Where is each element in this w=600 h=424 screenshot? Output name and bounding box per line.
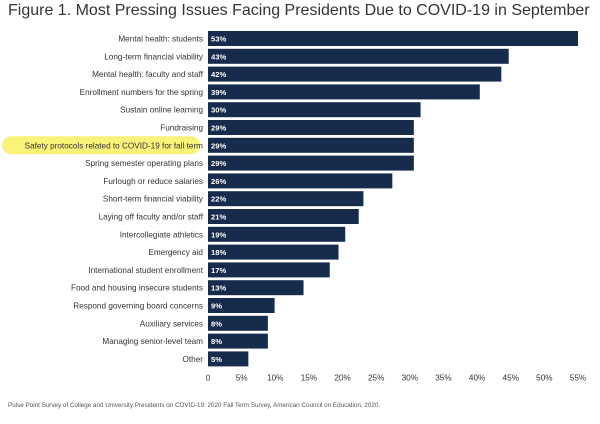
x-tick-label: 50% [536,373,552,382]
bar [208,315,268,331]
bar [208,333,268,349]
category-label: Laying off faculty and/or staff [99,213,204,222]
data-label: 29% [211,124,226,133]
category-label: Auxiliary services [140,319,203,328]
bar [208,209,359,224]
category-label: Enrollment numbers for the spring [80,88,204,97]
data-label: 30% [211,106,226,115]
x-tick-label: 25% [368,373,384,382]
category-label: Spring semester operating plans [85,159,203,168]
data-label: 13% [211,284,226,293]
data-label: 21% [211,213,226,222]
bar [208,84,480,100]
data-label: 39% [211,88,226,97]
bar [208,351,249,367]
bar [208,137,414,153]
category-label: Other [183,355,204,364]
bar [208,120,414,135]
data-label: 18% [211,248,226,257]
x-tick-label: 55% [570,373,586,382]
x-tick-label: 20% [334,373,350,382]
bar [208,298,275,313]
category-label: Food and housing insecure students [71,284,203,293]
x-tick-label: 15% [301,373,317,382]
category-label: Mental health: students [118,35,203,44]
bar [208,48,509,64]
category-label: Mental health: faculty and staff [92,70,204,79]
bar [208,173,393,189]
data-label: 53% [211,35,226,44]
x-tick-label: 40% [469,373,485,382]
category-label: Fundraising [160,124,203,133]
category-highlight [2,136,200,155]
data-label: 29% [211,159,226,168]
category-label: Long-term financial viability [104,52,204,61]
data-label: 5% [211,355,222,364]
data-label: 43% [211,52,226,61]
data-label: 29% [211,141,226,150]
bar [208,102,421,118]
bar [208,244,339,260]
x-tick-label: 45% [503,373,519,382]
bar [208,66,502,82]
category-label: Managing senior-level team [102,337,203,346]
bar [208,226,346,242]
category-label: Respond governing board concerns [73,302,203,311]
source-note: Pulse Point Survey of College and Univer… [8,402,381,409]
x-tick-label: 30% [402,373,418,382]
data-label: 17% [211,266,226,275]
bar [208,155,414,171]
category-label: Short-term financial viability [103,195,204,204]
data-label: 22% [211,195,226,204]
data-label: 8% [211,337,222,346]
data-label: 9% [211,302,222,311]
x-tick-label: 35% [435,373,451,382]
chart-title: Figure 1. Most Pressing Issues Facing Pr… [8,2,590,19]
category-label: Furlough or reduce salaries [103,177,203,186]
category-label: Emergency aid [148,248,203,257]
x-tick-label: 5% [236,373,248,382]
category-label: Sustain online learning [120,106,203,115]
category-label: Safety protocols related to COVID-19 for… [25,141,204,150]
bar [208,191,364,207]
data-label: 26% [211,177,226,186]
bar [208,31,578,46]
bar [208,262,330,278]
data-label: 19% [211,230,226,239]
category-label: Intercollegiate athletics [120,230,203,239]
x-tick-label: 0 [206,373,211,382]
x-tick-label: 10% [267,373,283,382]
data-label: 42% [211,70,226,79]
bar [208,280,304,296]
data-label: 8% [211,319,222,328]
category-label: International student enrollment [88,266,203,275]
